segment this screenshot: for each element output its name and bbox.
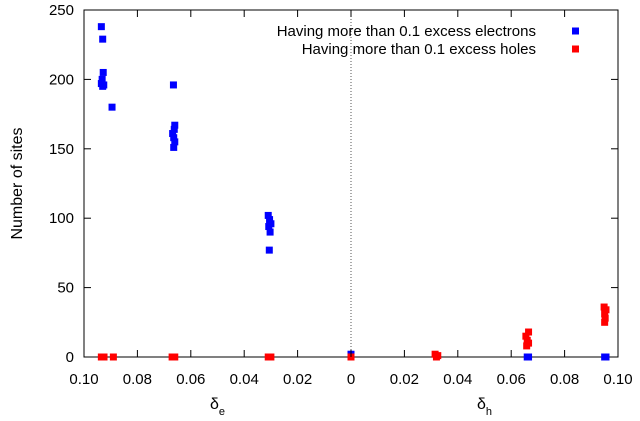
x-tick-label: 0.04: [230, 371, 259, 388]
legend-swatch-electrons: [572, 27, 579, 35]
electron-point: [265, 246, 273, 254]
x-tick-label: 0.10: [69, 371, 98, 388]
electron-point: [170, 134, 178, 142]
x-tick-label: 0: [347, 371, 355, 388]
electron-point: [266, 216, 274, 224]
electron-point: [264, 211, 272, 219]
x-axis-label-delta-h: δh: [477, 396, 492, 418]
legend-label-electrons: Having more than 0.1 excess electrons: [277, 23, 536, 40]
x-tick-label: 0.06: [497, 371, 526, 388]
electron-point: [169, 81, 177, 89]
hole-point: [109, 353, 117, 361]
x-tick-label: 0.02: [283, 371, 312, 388]
y-axis-label: Number of sites: [9, 127, 26, 239]
hole-point: [601, 310, 609, 318]
electron-point: [169, 130, 177, 138]
x-tick-label: 0.10: [603, 371, 632, 388]
electron-point: [108, 103, 116, 111]
x-axis-label-delta-e-subscript: e: [219, 406, 225, 418]
legend-label-holes: Having more than 0.1 excess holes: [302, 41, 536, 58]
y-tick-label: 200: [49, 71, 74, 88]
hole-point: [525, 328, 533, 336]
electron-point: [171, 138, 179, 146]
electron-point: [100, 81, 108, 89]
x-tick-label: 0.04: [443, 371, 472, 388]
legend: Having more than 0.1 excess electrons Ha…: [277, 23, 579, 58]
x-tick-label: 0.06: [176, 371, 205, 388]
electron-point: [602, 353, 610, 361]
electron-point: [525, 353, 533, 361]
x-tick-label: 0.08: [123, 371, 152, 388]
x-tick-label: 0.08: [550, 371, 579, 388]
electron-point: [170, 143, 178, 151]
ticks: 0.10 0.08 0.06 0.04 0.02 0 0.02 0.04 0.06 0.08 0.1…: [49, 2, 633, 388]
x-axis-label-delta-e-symbol: δ: [210, 396, 219, 413]
electron-point: [98, 75, 106, 83]
x-tick-label: 0.02: [390, 371, 419, 388]
electron-point: [97, 23, 105, 31]
y-tick-label: 50: [57, 280, 74, 297]
hole-point: [601, 318, 609, 326]
electron-point: [171, 121, 179, 129]
electron-point: [265, 223, 273, 231]
x-axis-label-delta-h-symbol: δ: [477, 396, 486, 413]
data-points: [97, 23, 610, 361]
hole-point: [100, 353, 108, 361]
electron-point: [99, 35, 107, 43]
legend-swatch-holes: [572, 45, 579, 53]
hole-point: [171, 353, 179, 361]
y-tick-label: 0: [66, 349, 74, 366]
y-tick-label: 100: [49, 210, 74, 227]
hole-point: [522, 332, 530, 340]
electron-point: [266, 228, 274, 236]
hole-point: [602, 306, 610, 314]
x-axis-label-delta-e: δe: [210, 396, 225, 418]
y-tick-label: 150: [49, 141, 74, 158]
hole-point: [267, 353, 275, 361]
hole-point: [523, 342, 531, 350]
hole-point: [601, 314, 609, 322]
hole-point: [434, 352, 442, 360]
y-tick-label: 250: [49, 2, 74, 19]
x-axis-label-delta-h-subscript: h: [486, 406, 492, 418]
electron-point: [170, 125, 178, 133]
electron-point: [99, 68, 107, 76]
